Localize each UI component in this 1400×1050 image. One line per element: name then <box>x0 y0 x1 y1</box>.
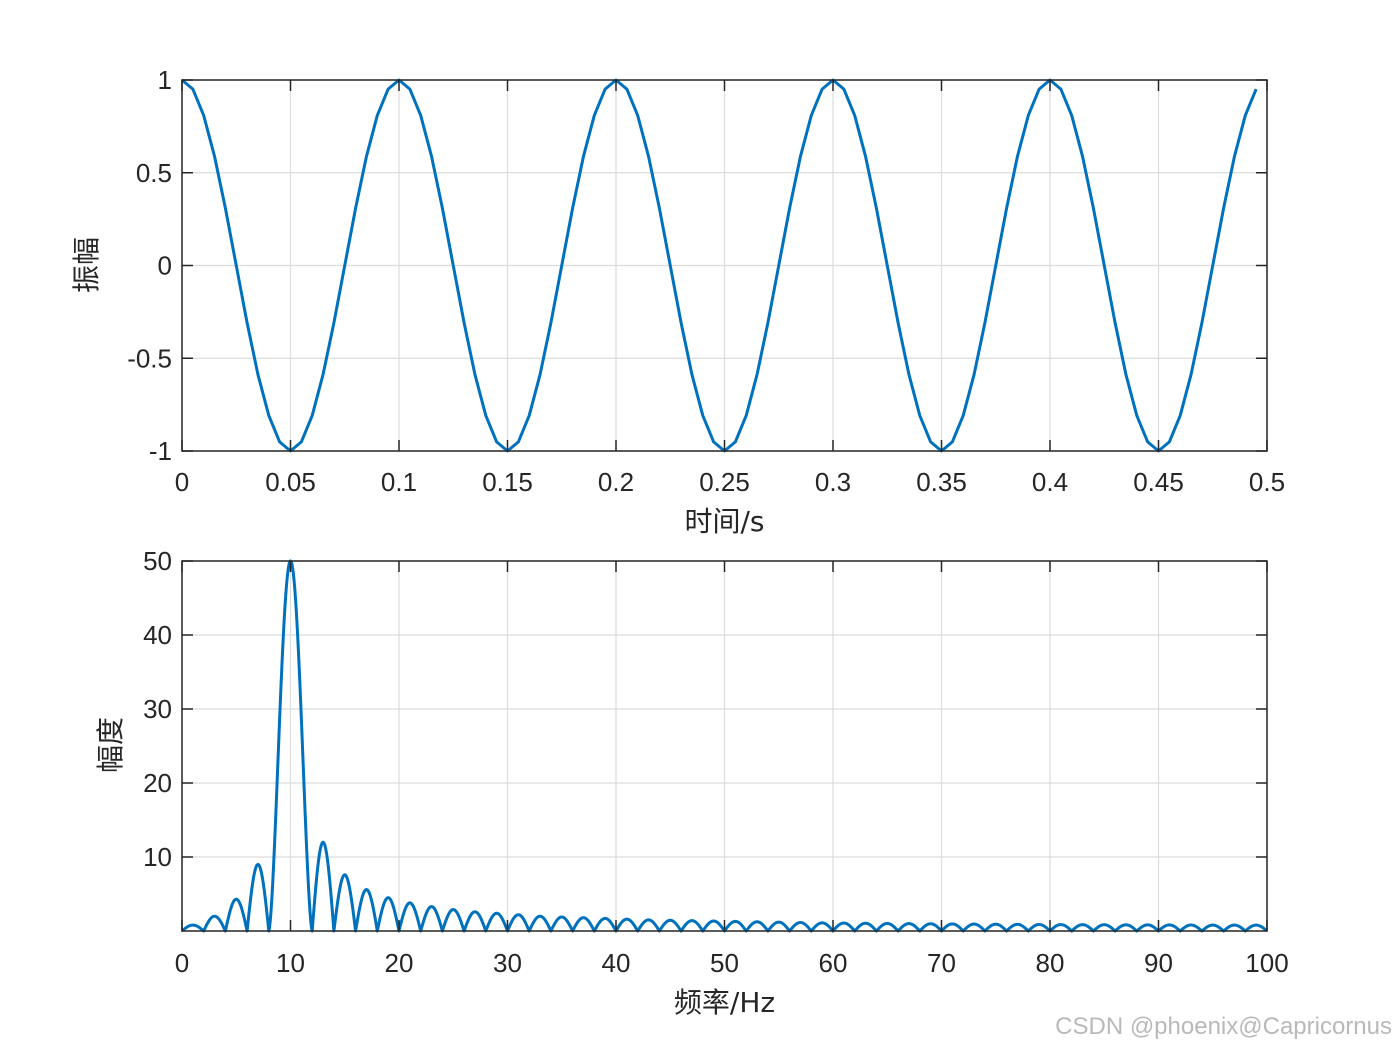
frequency-spectrum-axes: 0 10 20 30 40 50 60 70 80 90 100 10 20 30 40 50 频率/Hz 幅度 <box>94 546 1289 1019</box>
x-tick-label: 70 <box>927 948 956 978</box>
x-tick-label: 0.2 <box>598 467 634 497</box>
x-tick-label: 30 <box>493 948 522 978</box>
x-tick-label: 0.35 <box>916 467 967 497</box>
watermark: CSDN @phoenix@Capricornus <box>1055 1013 1392 1040</box>
x-tick-label: 0 <box>175 948 189 978</box>
x-tick-label: 100 <box>1245 948 1288 978</box>
x-tick-label: 0.4 <box>1032 467 1068 497</box>
y-tick-label: -0.5 <box>127 343 172 373</box>
x-tick-label: 0.5 <box>1249 467 1285 497</box>
time-domain-axes: 0 0.05 0.1 0.15 0.2 0.25 0.3 0.35 0.4 0.45 0.5 -1 -0… <box>70 65 1285 538</box>
y-axis-label: 振幅 <box>70 237 103 293</box>
spectrum-line <box>181 559 1268 933</box>
y-tick-label: 30 <box>143 694 172 724</box>
y-tick-label: 1 <box>158 65 172 95</box>
x-tick-label: 0 <box>175 467 189 497</box>
x-tick-label: 0.05 <box>265 467 316 497</box>
x-tick-label: 80 <box>1036 948 1065 978</box>
y-tick-label: -1 <box>149 436 172 466</box>
x-tick-label: 10 <box>276 948 305 978</box>
y-tick-label: 0.5 <box>136 158 172 188</box>
y-tick-label: 50 <box>143 546 172 576</box>
x-tick-label: 50 <box>710 948 739 978</box>
x-tick-label: 90 <box>1144 948 1173 978</box>
y-axis-label: 幅度 <box>94 717 127 773</box>
y-tick-label: 0 <box>158 251 172 281</box>
y-tick-label: 20 <box>143 768 172 798</box>
y-tick-label: 10 <box>143 842 172 872</box>
x-tick-label: 0.25 <box>699 467 750 497</box>
x-axis-label: 频率/Hz <box>674 986 775 1019</box>
x-tick-label: 0.3 <box>815 467 851 497</box>
y-tick-label: 40 <box>143 620 172 650</box>
x-tick-label: 0.45 <box>1133 467 1184 497</box>
x-tick-label: 20 <box>385 948 414 978</box>
x-tick-label: 0.1 <box>381 467 417 497</box>
x-tick-label: 0.15 <box>482 467 533 497</box>
x-tick-label: 40 <box>602 948 631 978</box>
time-signal-line <box>181 78 1258 453</box>
x-axis-label: 时间/s <box>684 505 764 538</box>
x-tick-label: 60 <box>819 948 848 978</box>
